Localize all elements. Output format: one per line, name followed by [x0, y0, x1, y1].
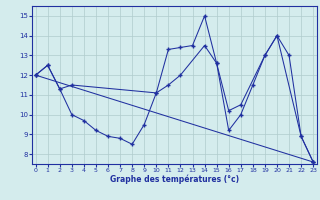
X-axis label: Graphe des températures (°c): Graphe des températures (°c): [110, 175, 239, 184]
